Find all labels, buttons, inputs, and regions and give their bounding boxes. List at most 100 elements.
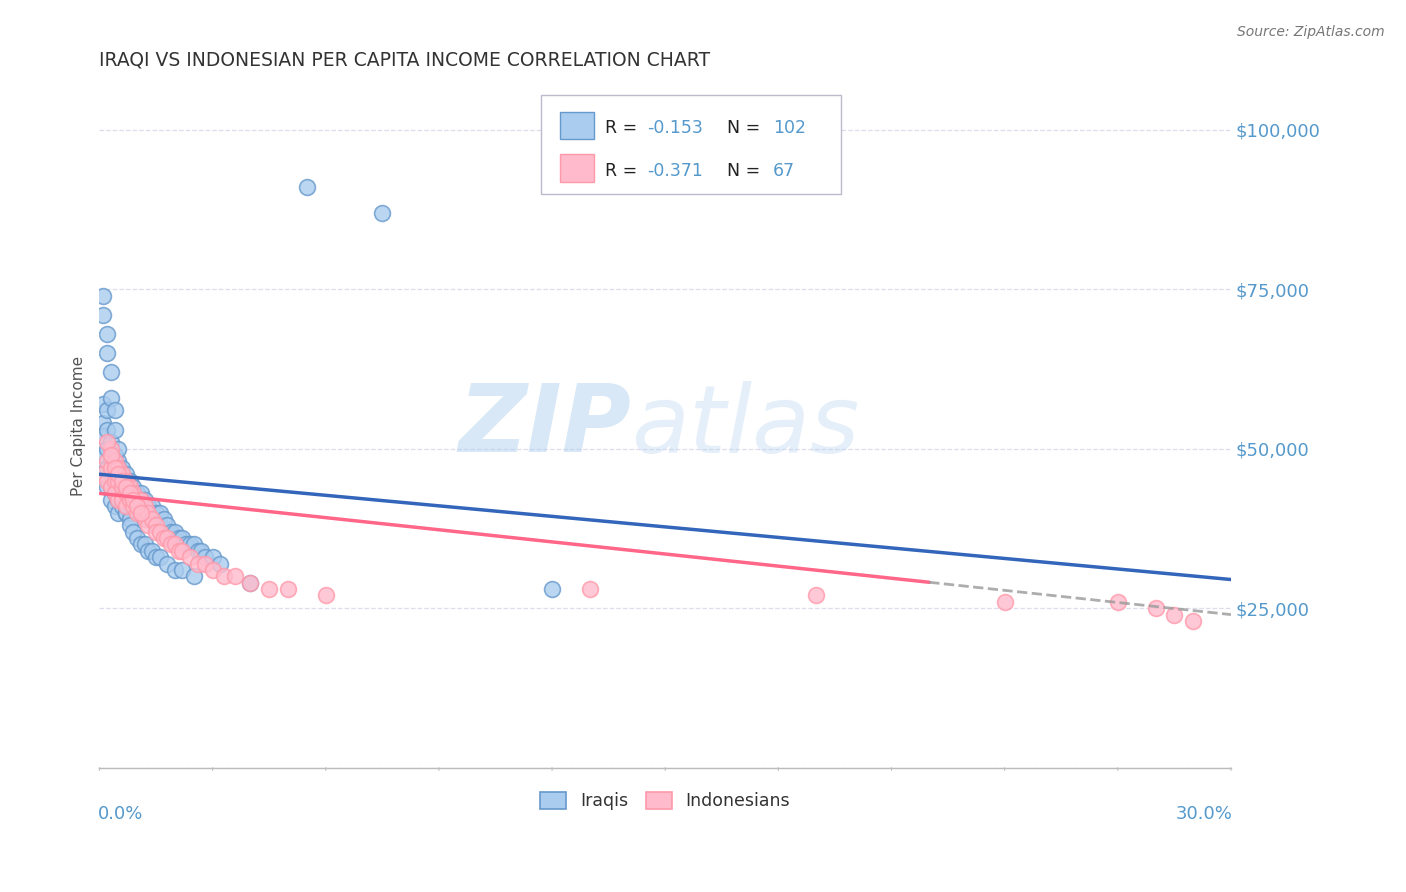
Point (127, 499, 149, 513)
Point (156, 518, 179, 533)
Point (295, 180, 318, 194)
Point (96, 480, 118, 494)
Point (103, 448, 125, 462)
Point (122, 486, 145, 500)
Point (103, 454, 125, 468)
Point (134, 537, 156, 551)
Point (107, 467, 129, 482)
Point (134, 512, 156, 526)
Point (118, 486, 141, 500)
Point (190, 543, 212, 558)
Point (122, 499, 145, 513)
Point (114, 492, 136, 507)
Point (1144, 601, 1167, 615)
Point (174, 537, 197, 551)
Point (129, 506, 152, 520)
Point (129, 506, 152, 520)
Point (163, 563, 186, 577)
Point (103, 486, 125, 500)
Point (100, 435, 122, 450)
Point (107, 461, 129, 475)
Point (118, 506, 141, 520)
Point (194, 557, 217, 571)
Point (111, 492, 134, 507)
Point (114, 474, 136, 488)
Point (127, 506, 149, 520)
Point (141, 512, 163, 526)
Point (129, 486, 152, 500)
Point (239, 575, 262, 590)
Text: IRAQI VS INDONESIAN PER CAPITA INCOME CORRELATION CHART: IRAQI VS INDONESIAN PER CAPITA INCOME CO… (100, 51, 710, 70)
Point (163, 524, 186, 539)
Point (122, 492, 145, 507)
Point (141, 512, 163, 526)
Point (201, 563, 224, 577)
Point (111, 474, 134, 488)
Point (91, 308, 114, 322)
Point (100, 448, 122, 462)
Point (160, 524, 183, 539)
Point (103, 474, 125, 488)
Point (127, 506, 149, 520)
Point (100, 442, 122, 456)
Point (107, 492, 129, 507)
Point (129, 506, 152, 520)
Point (179, 550, 201, 565)
Point (127, 492, 149, 507)
Point (138, 506, 160, 520)
Point (156, 531, 179, 545)
Text: N =: N = (727, 161, 766, 179)
Point (127, 486, 149, 500)
Point (578, 582, 600, 596)
Legend: Iraqis, Indonesians: Iraqis, Indonesians (533, 785, 797, 817)
Point (145, 518, 167, 533)
Point (96, 346, 118, 360)
Point (257, 582, 280, 596)
Point (138, 543, 160, 558)
Point (160, 537, 183, 551)
Point (100, 480, 122, 494)
Point (1163, 607, 1185, 622)
Point (96, 461, 118, 475)
Point (107, 442, 129, 456)
Point (149, 518, 172, 533)
Point (152, 512, 174, 526)
Point (111, 486, 134, 500)
Point (201, 550, 224, 565)
Point (96, 403, 118, 417)
Text: -0.371: -0.371 (647, 161, 703, 179)
Point (163, 537, 186, 551)
Text: 67: 67 (773, 161, 794, 179)
Point (134, 506, 156, 520)
Point (114, 480, 136, 494)
Point (96, 454, 118, 468)
Point (114, 499, 136, 513)
Point (134, 492, 156, 507)
Point (107, 467, 129, 482)
Point (172, 543, 194, 558)
Text: atlas: atlas (631, 381, 859, 472)
Point (103, 486, 125, 500)
Point (111, 474, 134, 488)
Point (138, 512, 160, 526)
Text: R =: R = (605, 161, 643, 179)
Text: R =: R = (605, 120, 643, 137)
Point (172, 563, 194, 577)
Point (149, 524, 172, 539)
Point (127, 531, 149, 545)
Point (129, 537, 152, 551)
Point (103, 499, 125, 513)
Point (103, 423, 125, 437)
Point (111, 480, 134, 494)
Point (91, 416, 114, 430)
Point (91, 429, 114, 443)
Point (371, 205, 394, 219)
Point (149, 550, 172, 565)
Point (118, 486, 141, 500)
Text: -0.153: -0.153 (647, 120, 703, 137)
Point (172, 531, 194, 545)
Point (100, 365, 122, 379)
Point (103, 474, 125, 488)
Point (145, 524, 167, 539)
Point (212, 569, 235, 583)
